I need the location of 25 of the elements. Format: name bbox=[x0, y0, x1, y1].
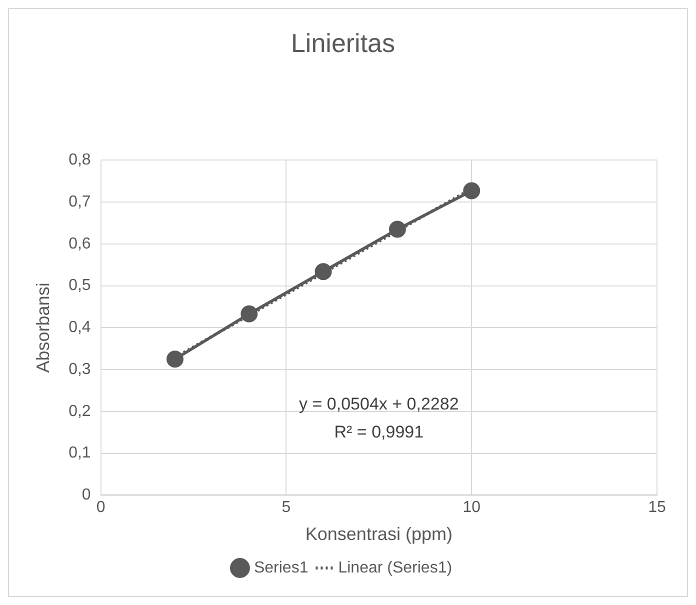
annotation: y = 0,0504x + 0,2282 bbox=[299, 394, 459, 414]
point bbox=[240, 305, 258, 322]
legend-label: Series1 bbox=[254, 559, 308, 576]
y-tick-label: 0,5 bbox=[68, 277, 91, 294]
point bbox=[314, 263, 332, 280]
x-axis-title: Konsentrasi (ppm) bbox=[305, 524, 452, 544]
chart-title: Linieritas bbox=[290, 28, 396, 58]
point bbox=[388, 220, 406, 238]
y-axis-title: Absorbansi bbox=[32, 282, 53, 373]
y-tick-label: 0,7 bbox=[68, 193, 91, 210]
annotation: R² = 0,9991 bbox=[334, 422, 424, 442]
point bbox=[166, 350, 184, 368]
x-tick-label: 5 bbox=[282, 499, 291, 516]
legend-label: Linear (Series1) bbox=[338, 559, 452, 576]
y-tick-label: 0,1 bbox=[68, 444, 91, 462]
y-tick-label: 0,3 bbox=[68, 360, 91, 378]
x-tick-label: 10 bbox=[462, 499, 481, 516]
y-tick-label: 0,2 bbox=[68, 402, 91, 420]
x-tick-label: 0 bbox=[96, 499, 106, 516]
point bbox=[463, 182, 480, 200]
y-tick-label: 0 bbox=[82, 486, 91, 504]
y-tick-label: 0,8 bbox=[68, 152, 91, 169]
x-tick-label: 15 bbox=[648, 499, 666, 516]
y-tick-label: 0,6 bbox=[68, 235, 91, 252]
y-tick-label: 0,4 bbox=[68, 319, 91, 336]
